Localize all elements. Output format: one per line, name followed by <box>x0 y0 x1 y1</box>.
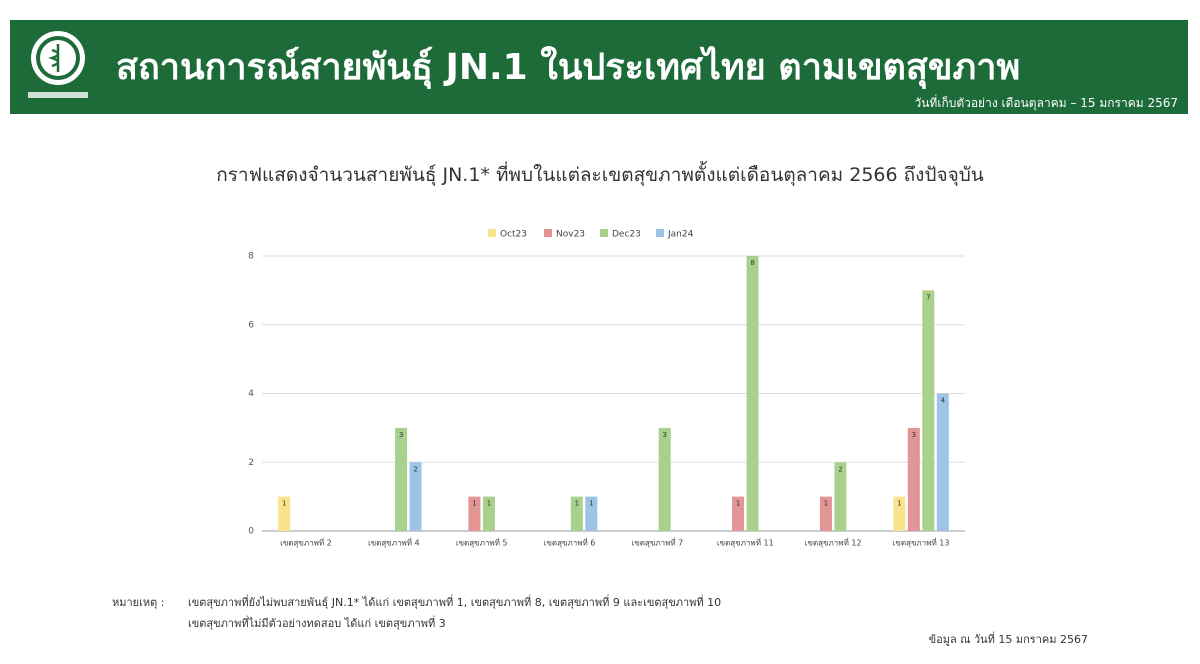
data-label: 1 <box>824 500 828 508</box>
bar <box>732 496 745 531</box>
bar <box>468 496 481 531</box>
header-subtitle: วันที่เก็บตัวอย่าง เดือนตุลาคม – 15 มกรา… <box>914 96 1178 110</box>
y-tick-label: 8 <box>248 252 254 262</box>
legend-swatch <box>656 229 664 237</box>
header-title: สถานการณ์สายพันธุ์ JN.1 ในประเทศไทย ตามเ… <box>116 47 1021 88</box>
y-tick-label: 4 <box>248 389 254 399</box>
x-tick-label: เขตสุขภาพที่ 4 <box>368 537 420 548</box>
y-tick-label: 2 <box>248 458 254 468</box>
data-label: 1 <box>736 500 740 508</box>
bar <box>922 290 935 531</box>
logo-caption <box>28 92 88 98</box>
legend-swatch <box>544 229 552 237</box>
data-label: 3 <box>912 431 916 439</box>
data-label: 3 <box>662 431 666 439</box>
data-label: 1 <box>282 500 286 508</box>
bar <box>819 496 832 531</box>
y-tick-label: 0 <box>248 527 254 537</box>
x-tick-label: เขตสุขภาพที่ 5 <box>456 537 508 548</box>
data-label: 4 <box>941 397 946 405</box>
bar <box>907 427 920 531</box>
legend-label: Oct23 <box>500 230 527 240</box>
bar <box>746 256 759 531</box>
bar <box>395 427 408 531</box>
header-banner <box>10 20 1188 114</box>
chart-title: กราฟแสดงจำนวนสายพันธุ์ JN.1* ที่พบในแต่ล… <box>216 164 984 186</box>
data-label: 2 <box>838 465 842 473</box>
bar <box>658 427 671 531</box>
legend-label: Nov23 <box>556 230 585 240</box>
legend-label: Jan24 <box>667 230 694 240</box>
logo-symbol <box>48 44 60 72</box>
data-label: 1 <box>589 500 593 508</box>
note-line: เขตสุขภาพที่ยังไม่พบสายพันธุ์ JN.1* ได้แ… <box>188 596 722 609</box>
data-label: 1 <box>897 500 901 508</box>
bar <box>936 393 949 531</box>
legend-swatch <box>600 229 608 237</box>
logo <box>28 31 88 98</box>
x-tick-label: เขตสุขภาพที่ 7 <box>632 537 684 548</box>
data-label: 2 <box>413 465 417 473</box>
data-label: 1 <box>472 500 476 508</box>
legend-swatch <box>488 229 496 237</box>
chart: 0 2 4 6 8 Oct23 Nov23 Dec23 Jan24 เขตสุขภาพที่ 2 1… <box>248 229 965 548</box>
bar <box>482 496 495 531</box>
data-label: 7 <box>926 293 930 301</box>
bar <box>585 496 598 531</box>
x-tick-label: เขตสุขภาพที่ 13 <box>893 537 950 548</box>
bar <box>893 496 906 531</box>
note-line: เขตสุขภาพที่ไม่มีตัวอย่างทดสอบ ได้แก่ เข… <box>188 617 446 630</box>
data-label: 8 <box>750 259 754 267</box>
source-note: ข้อมูล ณ วันที่ 15 มกราคม 2567 <box>928 633 1088 646</box>
y-tick-label: 6 <box>248 320 254 330</box>
x-tick-label: เขตสุขภาพที่ 11 <box>717 537 774 548</box>
data-label: 3 <box>399 431 403 439</box>
bar <box>409 462 422 531</box>
data-label: 1 <box>487 500 491 508</box>
x-tick-label: เขตสุขภาพที่ 6 <box>544 537 596 548</box>
bar <box>834 462 847 531</box>
note-label: หมายเหตุ : <box>112 596 165 609</box>
bar <box>570 496 583 531</box>
bar <box>278 496 291 531</box>
x-tick-label: เขตสุขภาพที่ 12 <box>805 537 862 548</box>
data-label: 1 <box>575 500 579 508</box>
x-tick-label: เขตสุขภาพที่ 2 <box>280 537 332 548</box>
legend-label: Dec23 <box>612 230 641 240</box>
